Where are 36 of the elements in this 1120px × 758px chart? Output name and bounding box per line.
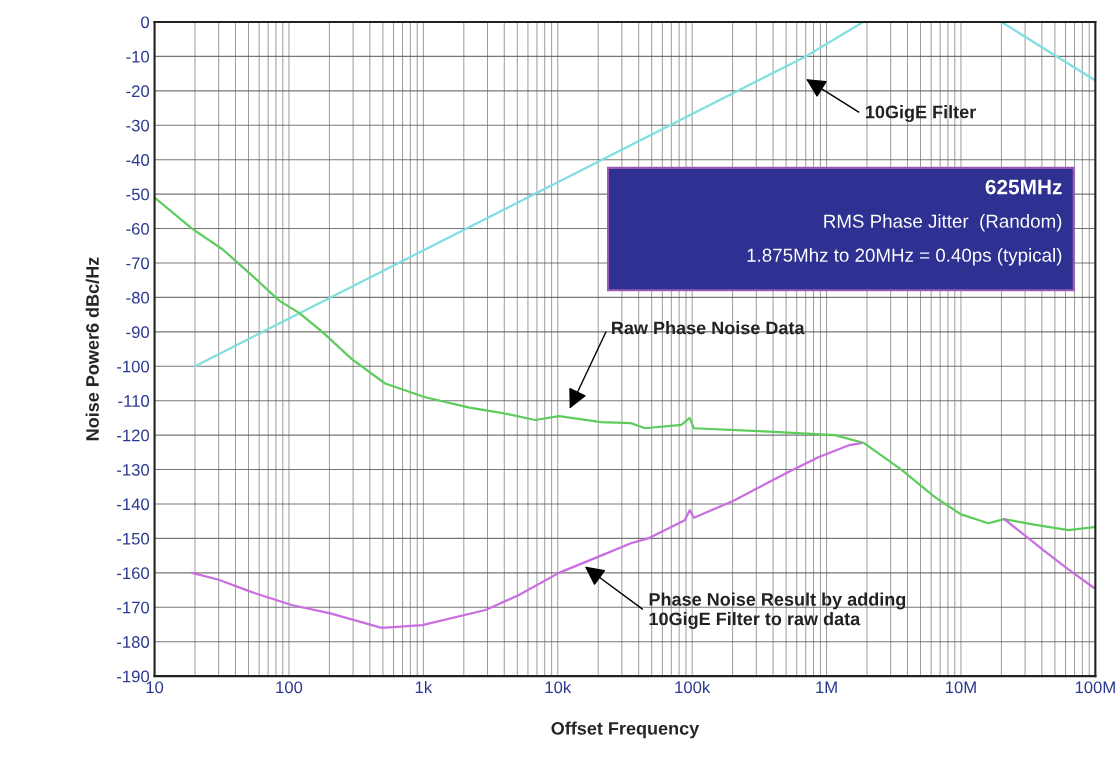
y-tick-label: -90 <box>126 326 150 339</box>
y-tick-label: -10 <box>126 50 150 63</box>
y-tick-label: -40 <box>126 154 150 166</box>
y-tick-label: -130 <box>117 463 150 476</box>
y-tick-label: -80 <box>126 291 150 304</box>
y-tick-label: -50 <box>126 188 150 201</box>
y-tick-label: -100 <box>117 360 150 373</box>
y-tick-label: -20 <box>126 85 150 98</box>
annotation: 625MHz <box>985 179 1062 195</box>
y-tick-label: -60 <box>126 222 150 235</box>
x-axis-title: Offset Frequency <box>551 721 700 739</box>
x-tick-label: 10k <box>545 681 572 694</box>
x-tick-label: 10M <box>946 681 976 694</box>
annotation: 10GigE Filter <box>866 105 976 123</box>
annotation: RMS Phase Jitter (Random) <box>824 214 1062 232</box>
y-tick-label: -190 <box>117 670 150 683</box>
x-tick-label: 10 <box>146 681 164 694</box>
x-tick-label: 1k <box>415 681 433 694</box>
annotation: Phase Noise Result by adding 10GigE Filter to raw data <box>649 592 906 629</box>
y-tick-label: -150 <box>117 532 150 545</box>
y-tick-label: 0 <box>141 16 150 29</box>
x-tick-label: 100M <box>1075 681 1115 694</box>
y-tick-label: -170 <box>117 601 150 614</box>
y-axis-title: Noise Power6 dBc/Hz <box>85 257 100 441</box>
y-tick-label: -160 <box>117 567 150 580</box>
y-tick-label: -180 <box>117 636 150 648</box>
annotation: 1.875Mhz to 20MHz = 0.40ps (typical) <box>747 248 1062 266</box>
x-tick-label: 100 <box>276 681 303 694</box>
y-tick-label: -30 <box>126 119 150 132</box>
y-tick-label: -140 <box>117 498 150 511</box>
y-tick-label: -110 <box>118 395 150 407</box>
x-tick-label: 100k <box>675 681 711 694</box>
annotation: Raw Phase Noise Data <box>612 321 805 335</box>
y-tick-label: -70 <box>126 257 150 270</box>
y-tick-label: -120 <box>117 429 150 442</box>
x-tick-label: 1M <box>816 681 837 694</box>
